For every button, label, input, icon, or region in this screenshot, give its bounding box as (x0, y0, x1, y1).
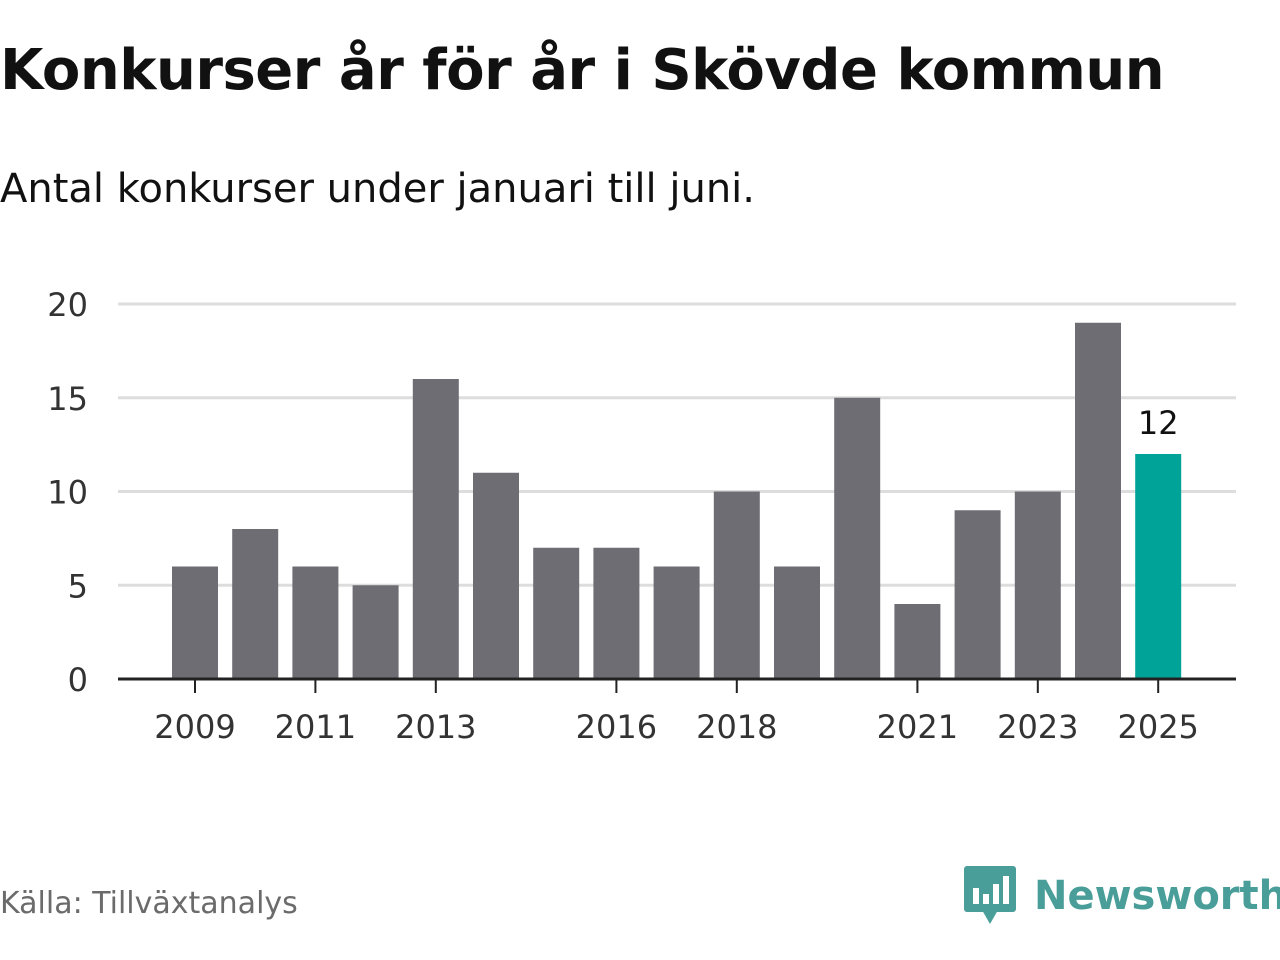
bar-2020 (834, 397, 881, 679)
bar-2012 (352, 585, 399, 679)
brand-logo: Newsworthy (964, 866, 1280, 926)
x-tick-label-2023: 2023 (997, 708, 1078, 746)
bar-2023 (1014, 491, 1061, 679)
y-tick-label: 15 (47, 380, 88, 418)
bar-2011 (292, 566, 339, 679)
bar-2024 (1075, 322, 1121, 679)
bar-2016 (593, 547, 640, 679)
y-tick-label: 5 (68, 567, 88, 605)
x-tick-label-2013: 2013 (395, 708, 476, 746)
x-tick-label-2009: 2009 (154, 708, 235, 746)
bar-2022 (954, 510, 1001, 679)
bar-2021 (894, 604, 941, 679)
y-tick-label: 10 (47, 474, 88, 512)
x-tick-label-2021: 2021 (877, 708, 958, 746)
x-tick-label-2016: 2016 (576, 708, 657, 746)
y-tick-label: 0 (68, 661, 88, 699)
bar-2013 (412, 379, 459, 679)
chart-title: Konkurser år för år i Skövde kommun (0, 38, 1165, 103)
x-tick-label-2011: 2011 (275, 708, 356, 746)
y-axis-ticks: 0 5 10 15 20 (47, 286, 88, 699)
chart-subtitle: Antal konkurser under januari till juni. (0, 166, 755, 212)
data-labels: 12 (1138, 404, 1179, 442)
bar-2009 (172, 566, 218, 679)
bar-2017 (653, 566, 700, 679)
source-note: Källa: Tillväxtanalys (0, 886, 298, 921)
data-label-2025: 12 (1138, 404, 1179, 442)
brand-name: Newsworthy (1034, 873, 1280, 919)
x-tick-label-2025: 2025 (1117, 708, 1198, 746)
x-axis: 2009 2011 2013 2016 2018 2021 2023 2025 (118, 677, 1236, 746)
gridlines (118, 302, 1236, 587)
bar-chart: 0 5 10 15 20 12 2009 2011 2013 2016 2018 2021 2023… (47, 286, 1236, 746)
bar-2019 (774, 566, 820, 679)
bar-2010 (232, 529, 279, 679)
y-tick-label: 20 (47, 286, 88, 324)
x-tick-label-2018: 2018 (696, 708, 777, 746)
bars (172, 322, 1182, 679)
bar-2014 (473, 472, 519, 679)
newsworthy-logo-icon (964, 866, 1016, 924)
bar-2025 (1135, 454, 1182, 679)
bar-2015 (533, 547, 580, 679)
bar-2018 (713, 491, 760, 679)
